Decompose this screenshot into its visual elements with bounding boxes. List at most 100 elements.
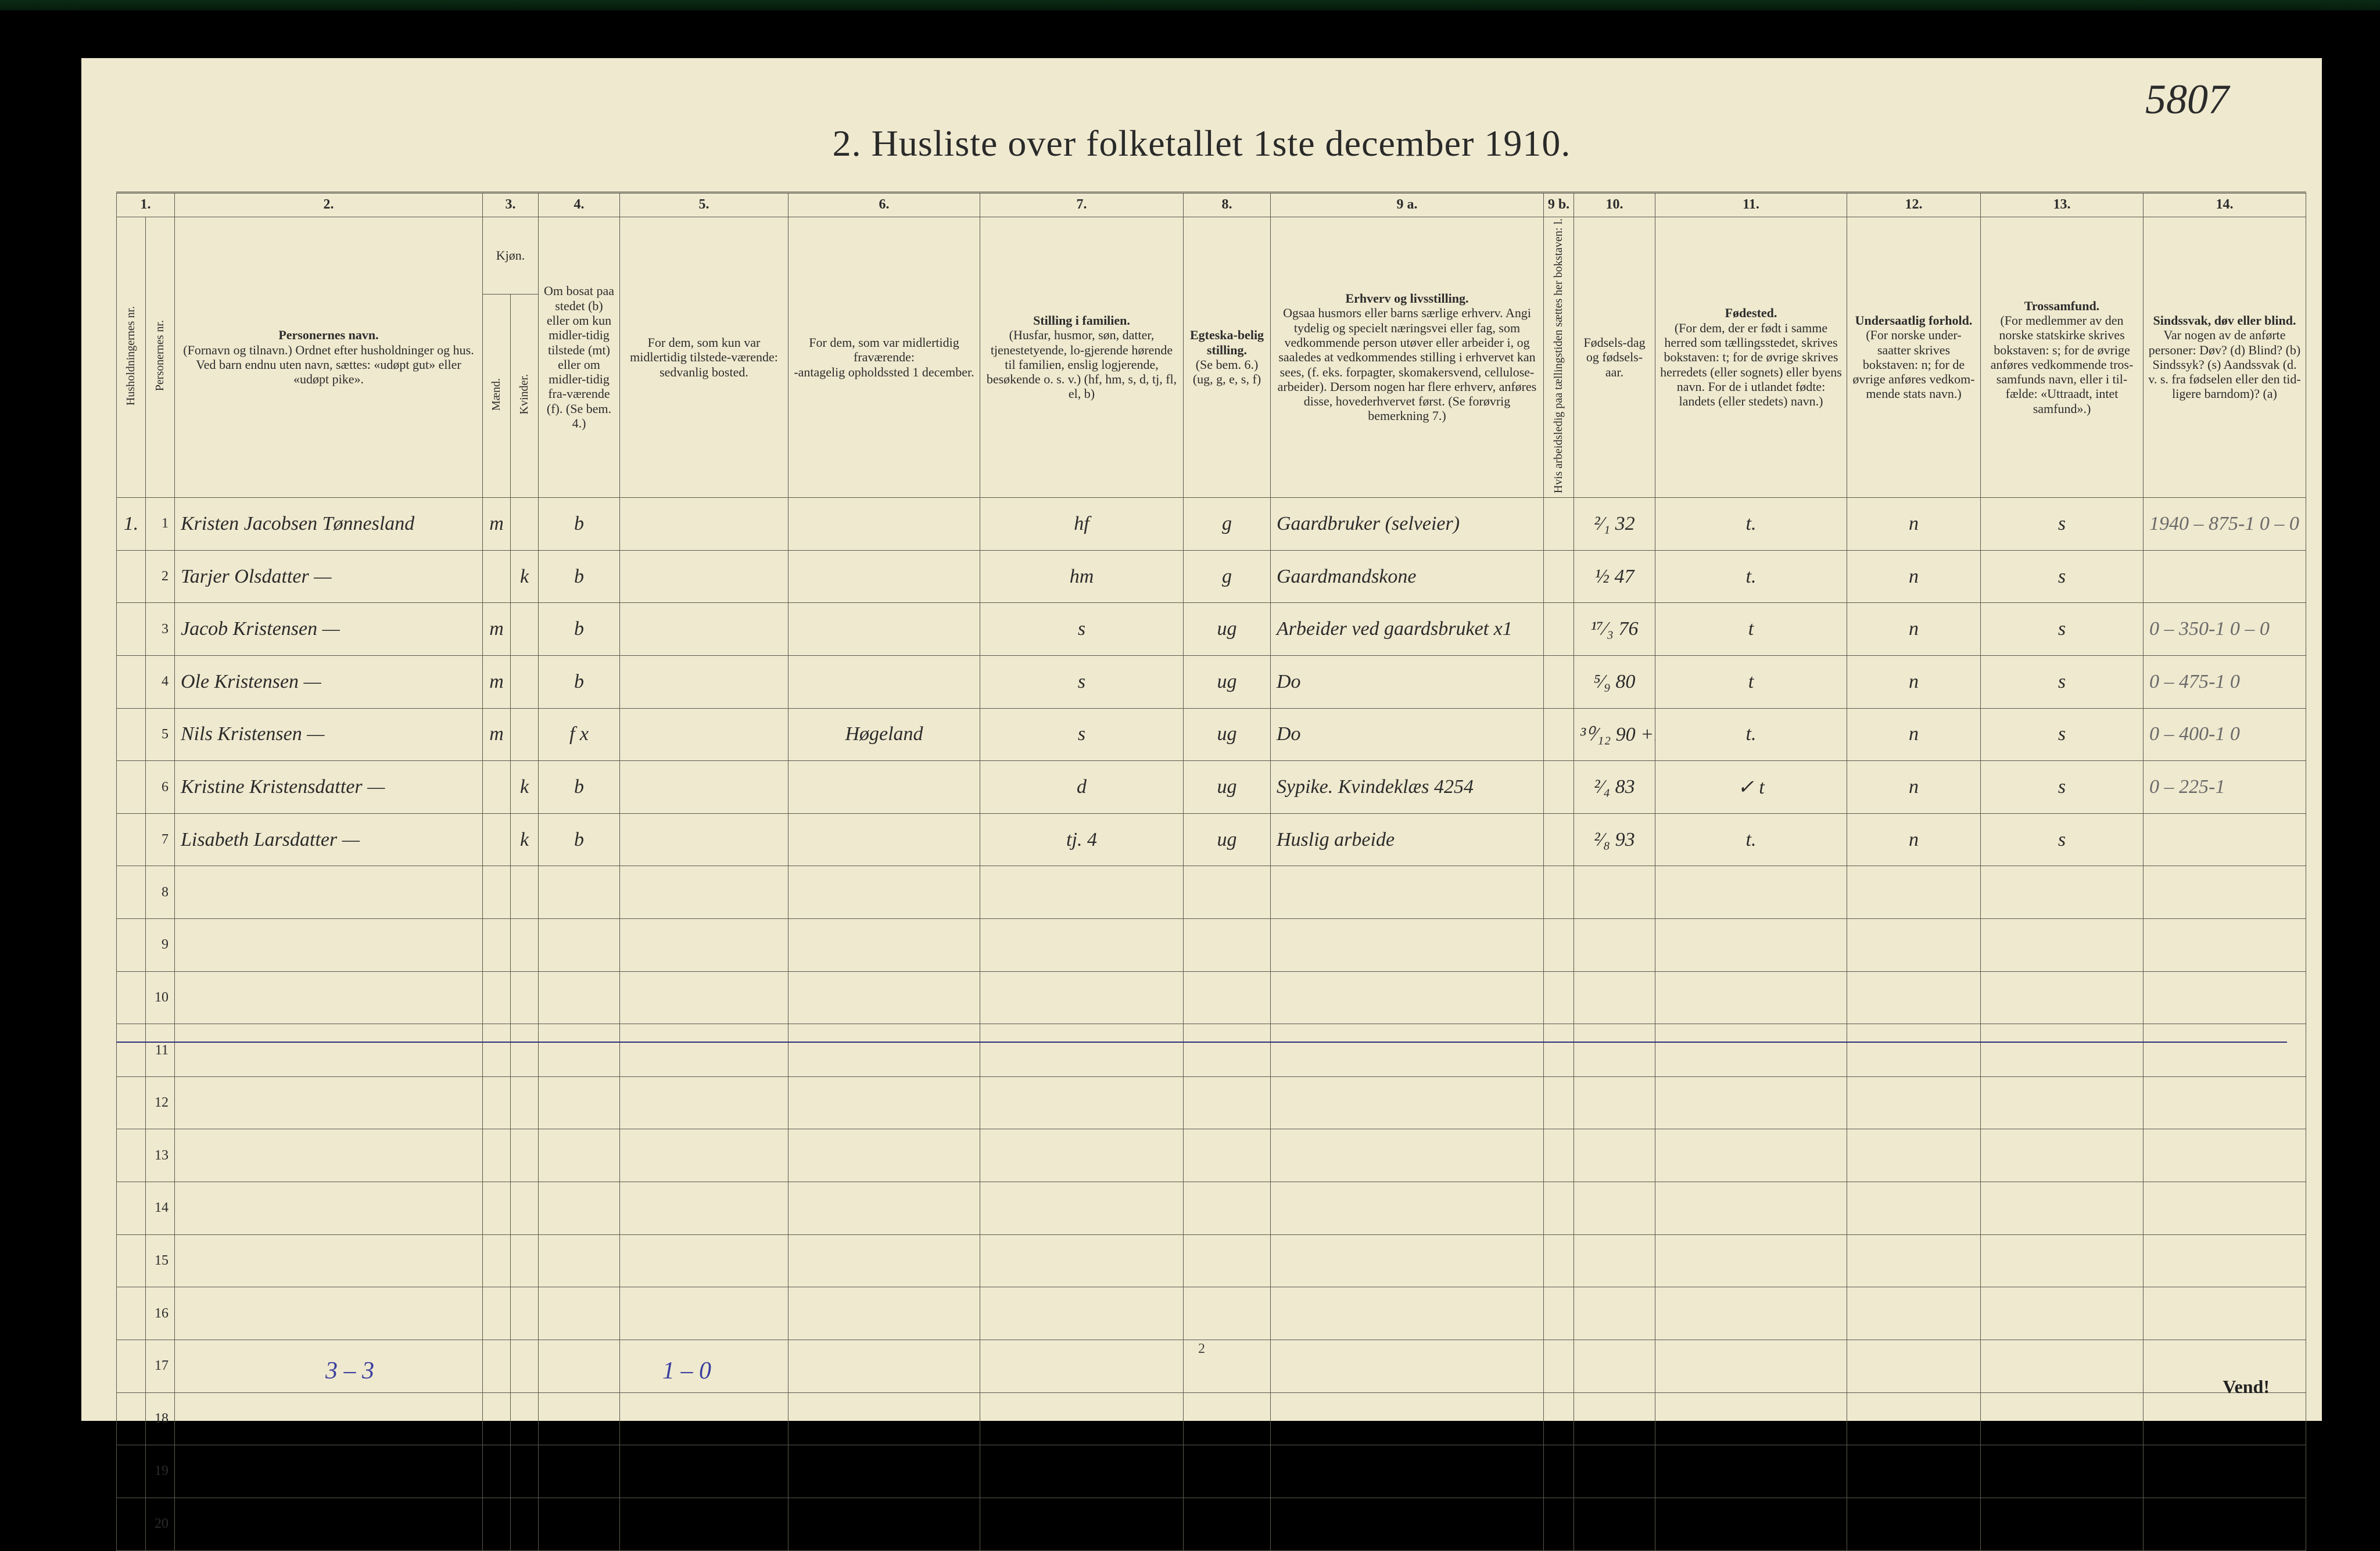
hdr-erhv-t: Erhverv og livsstilling. xyxy=(1345,291,1468,306)
cell-empty xyxy=(788,1024,980,1077)
table-row: 6Kristine Kristensdatter —kbdugSypike. K… xyxy=(117,761,2306,814)
colnum-1: 1. xyxy=(117,193,175,217)
cell-hh xyxy=(117,1234,146,1287)
cell-tros: s xyxy=(1981,761,2144,814)
cell-empty xyxy=(1847,971,1981,1024)
cell-empty xyxy=(511,1234,539,1287)
cell-person-nr: 1 xyxy=(146,498,175,551)
hdr-navn-title: Personernes navn. xyxy=(278,328,378,342)
bottom-note-mid: 1 – 0 xyxy=(662,1357,711,1385)
cell-erhverv: Gaardmandskone xyxy=(1271,550,1544,603)
cell-hh xyxy=(117,1498,146,1550)
cell-person-nr: 15 xyxy=(146,1234,175,1287)
cell-erhverv: Do xyxy=(1271,655,1544,708)
cell-pencil-annotation: 0 – 350-1 0 – 0 xyxy=(2144,603,2306,656)
cell-empty xyxy=(511,1129,539,1182)
cell-empty xyxy=(788,1287,980,1340)
cell-pencil-annotation xyxy=(2144,813,2306,866)
cell-sex-k xyxy=(511,655,539,708)
cell-empty xyxy=(483,1392,511,1445)
cell-empty xyxy=(1271,1392,1544,1445)
cell-empty xyxy=(1655,971,1847,1024)
cell-empty xyxy=(1981,1076,2144,1129)
cell-empty xyxy=(1574,1234,1655,1287)
cell-person-nr: 11 xyxy=(146,1024,175,1077)
table-row-empty: 14 xyxy=(117,1182,2306,1235)
table-row-empty: 12 xyxy=(117,1076,2306,1129)
cell-empty xyxy=(1574,1024,1655,1077)
cell-sex-m xyxy=(483,813,511,866)
cell-empty xyxy=(1184,919,1271,972)
cell-frav xyxy=(788,550,980,603)
cell-pencil-annotation: 1940 – 875-1 0 – 0 xyxy=(2144,498,2306,551)
hdr-navn: Personernes navn. (Fornavn og tilnavn.) … xyxy=(175,217,483,498)
cell-empty xyxy=(483,866,511,919)
cell-stilf: tj. 4 xyxy=(980,813,1184,866)
cell-empty xyxy=(175,919,483,972)
cell-empty xyxy=(1184,971,1271,1024)
cell-empty xyxy=(1655,1392,1847,1445)
cell-fsted: t xyxy=(1655,603,1847,656)
table-row: 7Lisabeth Larsdatter —kbtj. 4ugHuslig ar… xyxy=(117,813,2306,866)
cell-empty xyxy=(1574,1182,1655,1235)
cell-empty xyxy=(2144,1392,2306,1445)
cell-empty xyxy=(511,971,539,1024)
cell-empty xyxy=(1544,1392,1574,1445)
cell-name: Lisabeth Larsdatter — xyxy=(175,813,483,866)
colnum-2: 2. xyxy=(175,193,483,217)
cell-empty xyxy=(175,1024,483,1077)
cell-empty xyxy=(1847,1076,1981,1129)
cell-bidrag xyxy=(1544,761,1574,814)
cell-empty xyxy=(1271,919,1544,972)
cell-empty xyxy=(1655,1024,1847,1077)
cell-empty xyxy=(1544,1445,1574,1498)
hdr-under-s: (For norske under-saatter skrives boksta… xyxy=(1852,328,1974,401)
cell-fdag: ¹⁷⁄₃ 76 xyxy=(1574,603,1655,656)
cell-empty xyxy=(1981,1287,2144,1340)
cell-frav xyxy=(788,655,980,708)
cell-empty xyxy=(483,1287,511,1340)
paper-sheet: 5807 2. Husliste over folketallet 1ste d… xyxy=(81,58,2322,1421)
cell-frav xyxy=(788,498,980,551)
cell-empty xyxy=(788,1182,980,1235)
cell-empty xyxy=(483,1445,511,1498)
cell-person-nr: 5 xyxy=(146,708,175,761)
cell-midl xyxy=(620,550,788,603)
cell-hh xyxy=(117,813,146,866)
cell-under: n xyxy=(1847,813,1981,866)
colnum-9b: 9 b. xyxy=(1544,193,1574,217)
table-row-empty: 13 xyxy=(117,1129,2306,1182)
cell-empty xyxy=(175,1287,483,1340)
cell-empty xyxy=(539,1024,620,1077)
table-row-empty: 9 xyxy=(117,919,2306,972)
cell-empty xyxy=(175,1392,483,1445)
cell-hh xyxy=(117,1076,146,1129)
cell-empty xyxy=(620,1234,788,1287)
cell-empty xyxy=(1271,1182,1544,1235)
cell-midl xyxy=(620,708,788,761)
table-body: 1.1Kristen Jacobsen TønneslandmbhfgGaard… xyxy=(117,498,2306,1550)
cell-sex-m xyxy=(483,550,511,603)
cell-empty xyxy=(1981,919,2144,972)
cell-empty xyxy=(1981,1392,2144,1445)
cell-empty xyxy=(175,1498,483,1550)
cell-bosat: f x xyxy=(539,708,620,761)
cell-sex-m: m xyxy=(483,708,511,761)
cell-empty xyxy=(2144,1498,2306,1550)
colnum-12: 12. xyxy=(1847,193,1981,217)
cell-empty xyxy=(1544,919,1574,972)
cell-empty xyxy=(1847,1445,1981,1498)
cell-empty xyxy=(539,1392,620,1445)
cell-empty xyxy=(1847,1287,1981,1340)
cell-empty xyxy=(511,1024,539,1077)
cell-under: n xyxy=(1847,603,1981,656)
hdr-maend: Mænd. xyxy=(483,294,511,497)
cell-empty xyxy=(2144,866,2306,919)
cell-midl xyxy=(620,603,788,656)
colnum-3: 3. xyxy=(483,193,539,217)
cell-empty xyxy=(788,1498,980,1550)
hdr-sinds: Sindssvak, døv eller blind. Var nogen av… xyxy=(2144,217,2306,498)
cell-empty xyxy=(483,1076,511,1129)
hdr-fsted-s: (For dem, der er født i samme herred som… xyxy=(1660,321,1842,408)
cell-person-nr: 8 xyxy=(146,866,175,919)
